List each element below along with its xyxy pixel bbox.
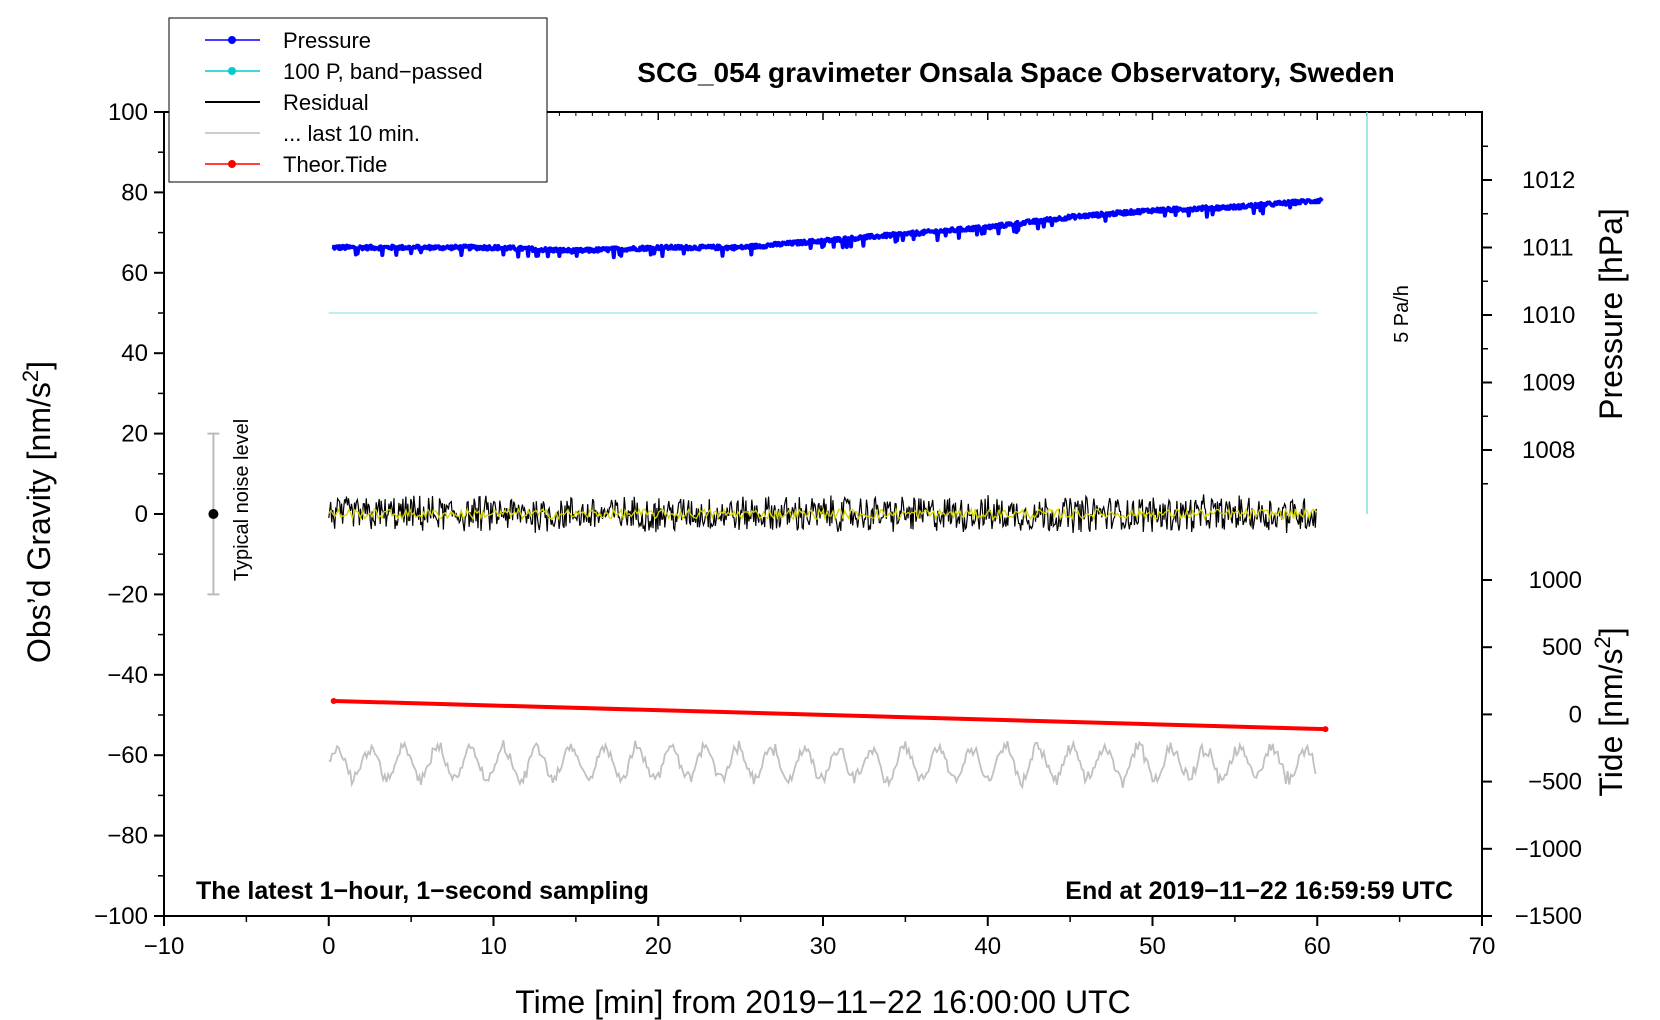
x-tick-label: 70 bbox=[1469, 933, 1496, 960]
y-axis-tide-title-end: ] bbox=[1593, 627, 1629, 636]
x-tick-label: 10 bbox=[480, 933, 507, 960]
noise-indicator bbox=[207, 432, 220, 596]
legend-entry-label: Theor.Tide bbox=[283, 152, 387, 177]
legend-entry-label: 100 P, band−passed bbox=[283, 59, 483, 84]
y-axis-left-title-main: Obs’d Gravity [nm/s bbox=[21, 382, 57, 663]
y-tick-label: −80 bbox=[107, 823, 148, 850]
y-tick-label: −60 bbox=[107, 742, 148, 769]
y-axis-tide: 1000 500 0 −500 −1000 −1500 bbox=[1482, 567, 1582, 930]
x-tick-label: 40 bbox=[974, 933, 1001, 960]
y-axis-left-title-end: ] bbox=[21, 361, 57, 370]
y-tick-label: −20 bbox=[107, 581, 148, 608]
series-pressure-line bbox=[330, 197, 1324, 260]
y-axis-pressure-title: Pressure [hPa] bbox=[1593, 208, 1629, 420]
chart-title: SCG_054 gravimeter Onsala Space Observat… bbox=[637, 57, 1394, 88]
legend-swatch-dot bbox=[228, 36, 236, 44]
pressure-tick-label: 1009 bbox=[1522, 370, 1575, 397]
series-layer bbox=[328, 197, 1329, 790]
pressure-tick-label: 1008 bbox=[1522, 437, 1575, 464]
x-axis: −10 0 10 20 30 40 50 60 70 bbox=[144, 112, 1496, 960]
footer-right: End at 2019−11−22 16:59:59 UTC bbox=[1065, 877, 1453, 905]
pressure-tick-label: 1011 bbox=[1522, 235, 1574, 262]
noise-label: Typical noise level bbox=[231, 419, 253, 581]
x-tick-label: 20 bbox=[645, 933, 672, 960]
y-tick-label: 100 bbox=[108, 99, 148, 126]
series-tide-line bbox=[333, 698, 1326, 732]
pressure-tick-label: 1012 bbox=[1522, 167, 1575, 194]
tide-tick-label: 1000 bbox=[1529, 567, 1582, 594]
legend: Pressure 100 P, band−passed Residual ... la… bbox=[168, 17, 548, 183]
legend-entry-label: Pressure bbox=[283, 28, 371, 53]
tide-tick-label: 0 bbox=[1569, 701, 1582, 728]
y-axis-gravity: 100 80 60 40 20 0 −20 −40 −60 −80 −100 bbox=[94, 99, 164, 930]
y-tick-label: 80 bbox=[121, 179, 148, 206]
y-tick-label: 20 bbox=[121, 421, 148, 448]
series-tide-start bbox=[330, 697, 337, 704]
y-tick-label: 40 bbox=[121, 340, 148, 367]
x-tick-label: −10 bbox=[144, 933, 185, 960]
y-axis-left-title: Obs’d Gravity [nm/s2] bbox=[18, 361, 57, 663]
y-tick-label: 0 bbox=[135, 501, 148, 528]
y-tick-label: −40 bbox=[107, 662, 148, 689]
x-tick-label: 60 bbox=[1304, 933, 1331, 960]
legend-entry-label: Residual bbox=[283, 90, 369, 115]
rate-label: 5 Pa/h bbox=[1391, 285, 1413, 343]
y-tick-label: −100 bbox=[94, 903, 148, 930]
noise-bar-center bbox=[208, 509, 219, 519]
tide-tick-label: 500 bbox=[1542, 634, 1582, 661]
y-axis-tide-title: Tide [nm/s2] bbox=[1590, 627, 1629, 796]
y-axis-tide-title-sup: 2 bbox=[1590, 636, 1615, 648]
y-axis-left-title-sup: 2 bbox=[18, 370, 43, 382]
tide-tick-label: −500 bbox=[1528, 769, 1582, 796]
legend-box bbox=[168, 17, 548, 183]
series-last10min-line bbox=[328, 739, 1317, 790]
tide-tick-label: −1000 bbox=[1515, 836, 1582, 863]
x-tick-label: 50 bbox=[1139, 933, 1166, 960]
y-tick-label: 60 bbox=[121, 260, 148, 287]
y-axis-tide-title-main: Tide [nm/s bbox=[1593, 648, 1629, 796]
pressure-tick-label: 1010 bbox=[1522, 302, 1575, 329]
footer-left: The latest 1−hour, 1−second sampling bbox=[196, 877, 649, 905]
x-tick-label: 30 bbox=[810, 933, 837, 960]
tide-tick-label: −1500 bbox=[1515, 903, 1582, 930]
y-axis-pressure: 1012 1011 1010 1009 1008 bbox=[1482, 145, 1575, 485]
series-residual-filtered-line bbox=[328, 506, 1318, 522]
series-tide-end bbox=[1322, 726, 1329, 733]
legend-swatch-dot bbox=[228, 67, 236, 75]
legend-swatch-dot bbox=[228, 160, 236, 168]
x-axis-title: Time [min] from 2019−11−22 16:00:00 UTC bbox=[515, 984, 1130, 1020]
x-tick-label: 0 bbox=[322, 933, 335, 960]
legend-entry-label: ... last 10 min. bbox=[283, 121, 420, 146]
